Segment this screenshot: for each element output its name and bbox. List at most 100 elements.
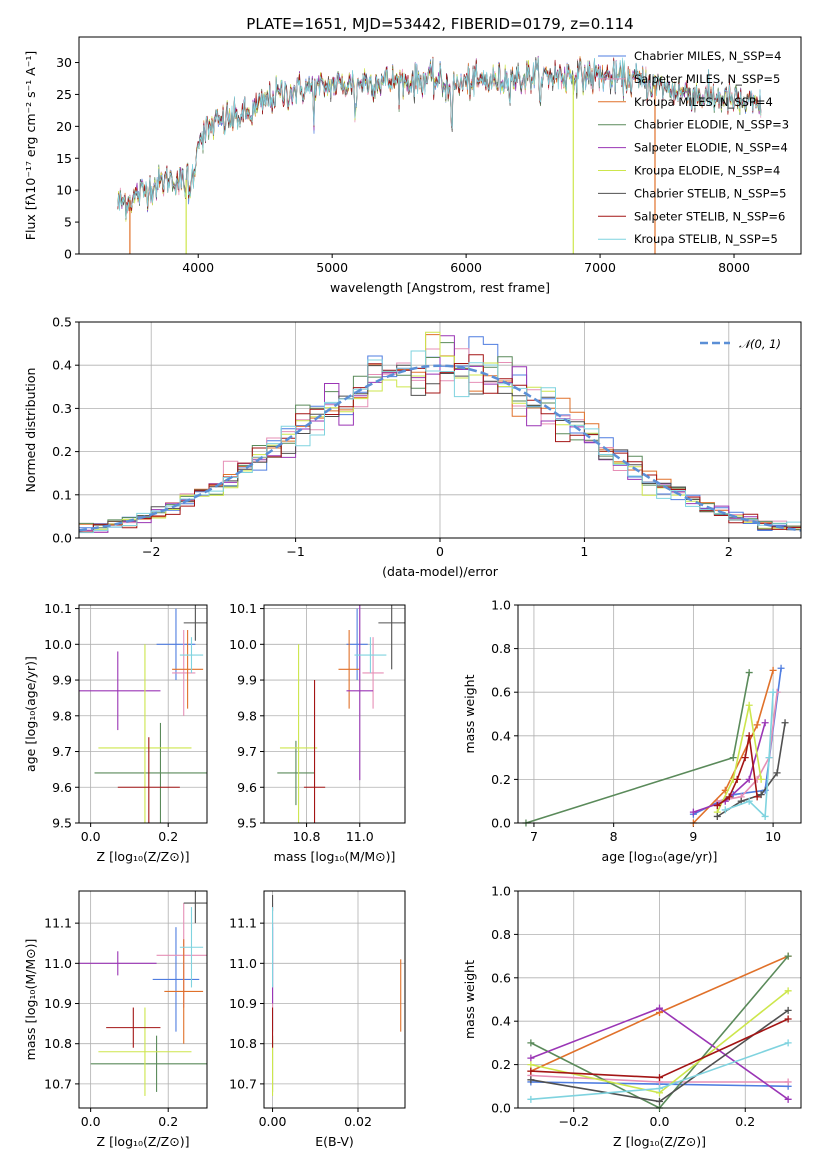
age-vs-Z-ytick-label: 9.8 [52, 708, 72, 723]
massweight-vs-Z-marker-chabrier-elodie [784, 952, 792, 960]
age-vs-Z-xtick-label: 0.0 [81, 829, 101, 844]
massweight-vs-age-ytick-label: 0.2 [491, 772, 511, 787]
massweight-vs-age-marker-kroupa-elodie [745, 701, 753, 709]
age-vs-Z-ytick-label: 9.5 [52, 816, 72, 831]
massweight-vs-age-marker-chabrier-stelib [757, 791, 765, 799]
age-vs-Z-axes: 0.0 0.2 9.5 9.6 9.7 9.8 9.9 10.0 10.1 Z [log₁₀(Z/… [23, 601, 207, 864]
massweight-vs-age-marker-chabrier-stelib [713, 812, 721, 820]
spectrum-xtick-label: 8000 [718, 260, 750, 275]
massweight-vs-age-marker-salpeter-elodie [745, 775, 753, 783]
residuals-ytick-label: 0.2 [52, 444, 72, 459]
legend-entry-kroupa-elodie: Kroupa ELODIE, N_SSP=4 [634, 164, 780, 178]
mass-vs-Z-point-salpeter-stelib [106, 1007, 161, 1048]
age-vs-mass-point-chabrier-elodie [277, 740, 315, 806]
mass-vs-Z-point-chabrier-elodie [90, 1035, 207, 1092]
massweight-vs-Z-xtick-label: −0.2 [559, 1114, 589, 1129]
massweight-vs-age-marker-chabrier-miles [777, 664, 785, 672]
residuals-ytick-label: 0.5 [52, 315, 72, 330]
residuals-ytick-label: 0.4 [52, 358, 72, 373]
legend-entry-salpeter-elodie: Salpeter ELODIE, N_SSP=4 [634, 141, 788, 155]
residuals-xlabel: (data-model)/error [382, 564, 499, 579]
massweight-vs-Z-marker-chabrier-stelib [656, 1097, 663, 1105]
massweight-vs-Z-ytick-label: 0.4 [491, 1014, 511, 1029]
residuals-ytick-label: 0.3 [52, 401, 72, 416]
massweight-vs-age-marker-salpeter-elodie [689, 808, 697, 816]
massweight-vs-age-marker-kroupa-elodie [757, 775, 765, 783]
massweight-vs-Z-marker-kroupa-stelib [656, 1084, 663, 1092]
massweight-vs-age-ytick-label: 0.0 [491, 816, 511, 831]
normal-curve [79, 364, 801, 532]
age-vs-Z-point-salpeter-elodie [79, 651, 161, 731]
mass-vs-Z-point-kroupa-stelib [179, 907, 204, 988]
massweight-vs-Z-marker-kroupa-stelib [784, 1039, 792, 1047]
age-vs-mass-ytick-label: 9.6 [237, 780, 257, 795]
massweight-vs-age-ytick-label: 1.0 [491, 598, 511, 613]
age-vs-mass-ytick-label: 9.8 [237, 708, 257, 723]
mass-vs-Z-ytick-label: 10.9 [44, 996, 72, 1011]
age-vs-mass-xtick-label: 11.0 [346, 829, 374, 844]
mass-vs-EBV-ytick-label: 11.1 [229, 916, 257, 931]
legend-entry-chabrier-miles: Chabrier MILES, N_SSP=4 [634, 49, 781, 63]
spectrum-xlabel: wavelength [Angstrom, rest frame] [330, 280, 550, 295]
spectrum-xtick-label: 5000 [316, 260, 348, 275]
residuals-xtick-label: −2 [142, 544, 160, 559]
age-vs-mass-ytick-label: 10.0 [229, 637, 257, 652]
residuals-xtick-label: 1 [580, 544, 588, 559]
age-vs-Z-ytick-label: 10.0 [44, 637, 72, 652]
massweight-vs-age-series-kroupa-elodie [716, 705, 762, 813]
massweight-vs-age-ytick-label: 0.6 [491, 685, 511, 700]
spectrum-ylabel: Flux [fλ10⁻¹⁷ erg cm⁻² s⁻¹ A⁻¹] [23, 51, 38, 240]
mass-vs-Z-xtick-label: 0.0 [81, 1114, 101, 1129]
spectrum-legend: Chabrier MILES, N_SSP=4 Salpeter MILES, N… [598, 49, 789, 246]
age-vs-Z-point-chabrier-elodie [94, 722, 207, 823]
massweight-vs-Z-ytick-label: 0.2 [491, 1057, 511, 1072]
massweight-vs-age-xlabel: age [log₁₀(age/yr)] [602, 849, 718, 864]
massweight-vs-age-marker-chabrier-stelib [773, 769, 781, 777]
massweight-vs-age-xtick-label: 10 [765, 829, 781, 844]
mass-vs-Z-ytick-label: 10.8 [44, 1036, 72, 1051]
age-vs-Z-xtick-label: 0.2 [158, 829, 178, 844]
massweight-vs-age-marker-chabrier-stelib [781, 719, 789, 727]
mass-vs-Z-ylabel: mass [log₁₀(M/M⊙)] [23, 939, 38, 1061]
mass-vs-Z-ytick-label: 11.1 [44, 916, 72, 931]
age-vs-Z-ylabel: age [log₁₀(age/yr)] [23, 656, 38, 772]
mass-vs-EBV-ytick-label: 10.8 [229, 1036, 257, 1051]
massweight-vs-Z-marker-chabrier-stelib [527, 1076, 535, 1084]
mass-vs-Z-point-kroupa-miles [164, 939, 204, 1044]
age-vs-Z-point-salpeter-stelib [117, 737, 180, 823]
age-vs-Z-ytick-label: 9.7 [52, 744, 72, 759]
massweight-vs-age-marker-salpeter-stelib [725, 793, 733, 801]
mass-vs-EBV-frame [263, 890, 406, 1109]
residuals-ytick-label: 0.0 [52, 531, 72, 546]
massweight-vs-Z-marker-salpeter-elodie [656, 1004, 663, 1012]
massweight-vs-Z-xtick-label: 0.2 [735, 1114, 755, 1129]
spectrum-xtick-label: 4000 [182, 260, 214, 275]
massweight-vs-age-marker-kroupa-stelib [761, 812, 769, 820]
massweight-vs-Z-axes: −0.2 0.0 0.2 0.0 0.2 0.4 0.6 0.8 1.0 Z [log₁₀(Z/Z… [462, 884, 801, 1149]
age-vs-mass-point-kroupa-miles [338, 630, 360, 709]
massweight-vs-Z-ytick-label: 1.0 [491, 884, 511, 899]
legend-entry-salpeter-miles: Salpeter MILES, N_SSP=5 [634, 72, 780, 86]
age-vs-Z-frame [78, 604, 208, 824]
age-vs-mass-ytick-label: 9.7 [237, 744, 257, 759]
residuals-xtick-label: 2 [725, 544, 733, 559]
massweight-vs-age-marker-salpeter-stelib [753, 793, 761, 801]
spectrum-ytick-label: 15 [56, 151, 72, 166]
spectrum-axes: 4000 5000 6000 7000 8000 0 5 10 15 20 25 30 waveleng… [23, 15, 750, 295]
mass-vs-EBV-xtick-label: 0.00 [259, 1114, 287, 1129]
massweight-vs-Z-marker-chabrier-elodie [527, 1039, 535, 1047]
massweight-vs-Z-frame [517, 890, 802, 1109]
massweight-vs-age-axes: 7 8 9 10 0.0 0.2 0.4 0.6 0.8 1.0 age [log₁₀(age/yr… [462, 598, 801, 864]
massweight-vs-age-marker-kroupa-stelib [745, 797, 753, 805]
residuals-axes: −2 −1 0 1 2 0.0 0.1 0.2 0.3 0.4 0.5 (data-model)/er… [23, 315, 801, 579]
age-vs-Z-point-chabrier-stelib [183, 605, 207, 641]
residuals-ylabel: Normed distribution [23, 368, 38, 493]
spectrum-xtick-label: 6000 [450, 260, 482, 275]
massweight-vs-Z-marker-chabrier-stelib [784, 1006, 792, 1014]
spectrum-ytick-label: 5 [64, 215, 72, 230]
massweight-vs-Z-marker-kroupa-stelib [527, 1095, 535, 1103]
massweight-vs-age-marker-chabrier-elodie [729, 754, 737, 762]
residuals-xtick-label: 0 [436, 544, 444, 559]
age-vs-Z-ytick-label: 9.9 [52, 673, 72, 688]
age-vs-mass-point-salpeter-miles [362, 637, 384, 709]
